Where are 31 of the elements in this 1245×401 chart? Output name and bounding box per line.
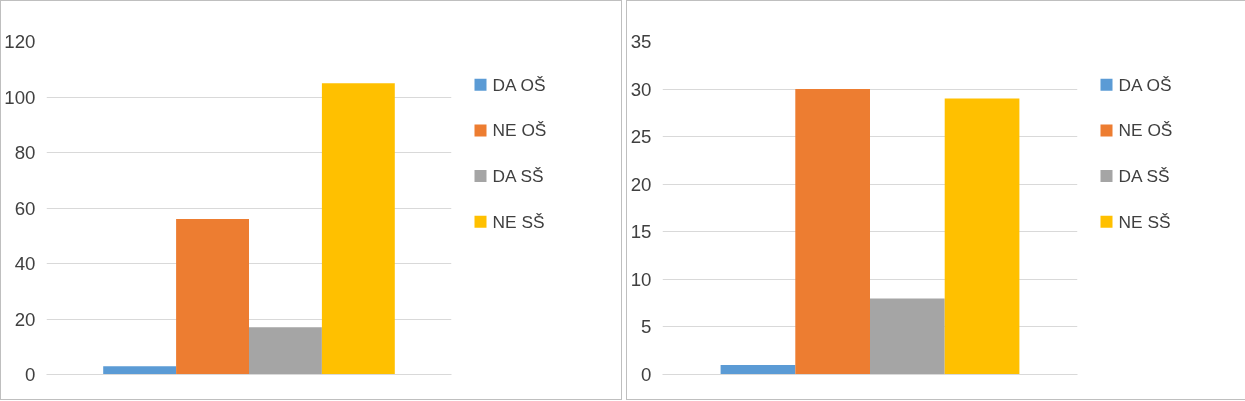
legend-label: DA OŠ — [492, 74, 546, 95]
y-tick-label: 40 — [14, 253, 36, 274]
legend-label: NE SŠ — [492, 211, 545, 232]
y-tick-label: 15 — [630, 221, 652, 243]
y-tick-label: 80 — [14, 142, 36, 163]
legend-label: DA SŠ — [1118, 166, 1170, 187]
bar — [321, 83, 395, 375]
y-tick-label: 10 — [630, 268, 652, 290]
bar — [944, 98, 1020, 375]
y-tick-label: 5 — [641, 316, 652, 338]
y-tick-label: 30 — [630, 78, 652, 100]
legend-label: NE SŠ — [1118, 211, 1171, 232]
y-tick-label: 100 — [4, 86, 36, 108]
bar — [795, 89, 870, 375]
bar — [176, 219, 249, 375]
legend-label: NE OŠ — [1118, 120, 1173, 141]
bar — [103, 366, 177, 375]
bar — [720, 364, 796, 375]
y-tick-label: 25 — [630, 126, 652, 148]
bar — [249, 327, 322, 375]
legend-label: DA SŠ — [492, 166, 544, 187]
y-tick-label: 120 — [4, 31, 36, 52]
legend-label: NE OŠ — [492, 120, 547, 141]
y-tick-label: 60 — [14, 197, 36, 219]
y-tick-label: 0 — [641, 364, 652, 385]
y-tick-label: 20 — [14, 308, 36, 330]
y-tick-label: 35 — [630, 31, 652, 52]
y-tick-label: 20 — [630, 173, 652, 195]
legend-label: DA OŠ — [1118, 74, 1172, 95]
bar — [870, 298, 945, 375]
y-tick-label: 0 — [25, 364, 36, 385]
